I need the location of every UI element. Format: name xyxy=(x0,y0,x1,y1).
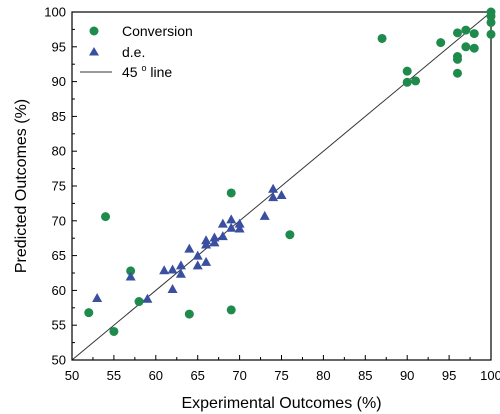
point-conversion xyxy=(411,76,421,86)
point-de xyxy=(167,264,178,274)
y-axis-label: Predicted Outcomes (%) xyxy=(13,99,30,273)
point-conversion xyxy=(101,212,111,222)
point-conversion xyxy=(126,266,136,276)
point-conversion xyxy=(469,43,479,53)
point-de xyxy=(209,237,220,247)
point-conversion xyxy=(402,77,412,87)
legend-marker-conversion xyxy=(89,26,99,36)
point-de xyxy=(234,218,245,228)
point-de xyxy=(217,231,228,241)
point-de xyxy=(259,210,270,220)
y-tick-label: 100 xyxy=(44,5,66,20)
x-tick-label: 55 xyxy=(107,368,121,383)
y-tick-label: 60 xyxy=(52,283,66,298)
point-de xyxy=(159,265,170,275)
point-de xyxy=(217,218,228,228)
point-conversion xyxy=(109,326,119,336)
point-de xyxy=(234,223,245,233)
point-de xyxy=(201,239,212,249)
point-conversion xyxy=(377,33,387,43)
legend-label-45-line: 45 o line xyxy=(122,63,172,80)
point-de xyxy=(175,268,186,278)
point-de xyxy=(226,214,237,224)
point-conversion xyxy=(134,297,144,307)
point-conversion xyxy=(461,25,471,35)
point-conversion xyxy=(452,28,462,38)
x-tick-label: 90 xyxy=(400,368,414,383)
x-tick-label: 70 xyxy=(232,368,246,383)
point-de xyxy=(209,232,220,242)
point-de xyxy=(268,183,279,193)
data-points xyxy=(84,7,496,336)
point-conversion xyxy=(469,29,479,39)
legend-label-conversion: Conversion xyxy=(122,23,193,39)
y-axis: 50 55 60 65 70 75 80 85 90 95 100 xyxy=(44,5,77,368)
point-de xyxy=(192,250,203,260)
point-de xyxy=(175,260,186,270)
y-tick-label: 95 xyxy=(52,39,66,54)
x-tick-label: 50 xyxy=(65,368,79,383)
legend-label-de: d.e. xyxy=(122,44,145,60)
point-de xyxy=(201,256,212,266)
point-de xyxy=(125,271,136,281)
point-conversion xyxy=(436,38,446,48)
legend: Conversion d.e. 45 o line xyxy=(80,23,193,80)
x-axis-label: Experimental Outcomes (%) xyxy=(181,395,381,412)
point-de xyxy=(226,222,237,232)
point-conversion xyxy=(285,230,295,240)
y-tick-label: 70 xyxy=(52,213,66,228)
point-conversion xyxy=(452,54,462,64)
y-tick-label: 50 xyxy=(52,353,66,368)
point-conversion xyxy=(486,11,496,21)
y-tick-label: 65 xyxy=(52,248,66,263)
point-conversion xyxy=(402,66,412,76)
point-conversion xyxy=(486,29,496,39)
point-conversion xyxy=(184,309,194,319)
y-tick-label: 55 xyxy=(52,318,66,333)
point-de xyxy=(92,293,103,303)
x-tick-label: 75 xyxy=(274,368,288,383)
y-tick-label: 90 xyxy=(52,74,66,89)
x-tick-label: 65 xyxy=(190,368,204,383)
point-conversion xyxy=(486,17,496,27)
point-conversion xyxy=(226,305,236,315)
point-conversion xyxy=(226,188,236,198)
x-tick-label: 95 xyxy=(442,368,456,383)
y-tick-label: 80 xyxy=(52,144,66,159)
point-de xyxy=(276,190,287,200)
x-axis: 50 55 60 65 70 75 80 85 90 95 100 xyxy=(65,355,500,383)
x-tick-label: 60 xyxy=(149,368,163,383)
point-de xyxy=(268,192,279,202)
point-conversion xyxy=(452,68,462,78)
legend-marker-de xyxy=(89,47,99,56)
y-tick-label: 75 xyxy=(52,179,66,194)
point-de xyxy=(142,293,153,303)
point-de xyxy=(184,243,195,253)
point-conversion xyxy=(84,308,94,318)
x-tick-label: 85 xyxy=(358,368,372,383)
y-tick-label: 85 xyxy=(52,109,66,124)
point-de xyxy=(167,284,178,294)
x-tick-label: 100 xyxy=(480,368,500,383)
x-tick-label: 80 xyxy=(316,368,330,383)
point-de xyxy=(192,260,203,270)
point-conversion xyxy=(461,42,471,52)
